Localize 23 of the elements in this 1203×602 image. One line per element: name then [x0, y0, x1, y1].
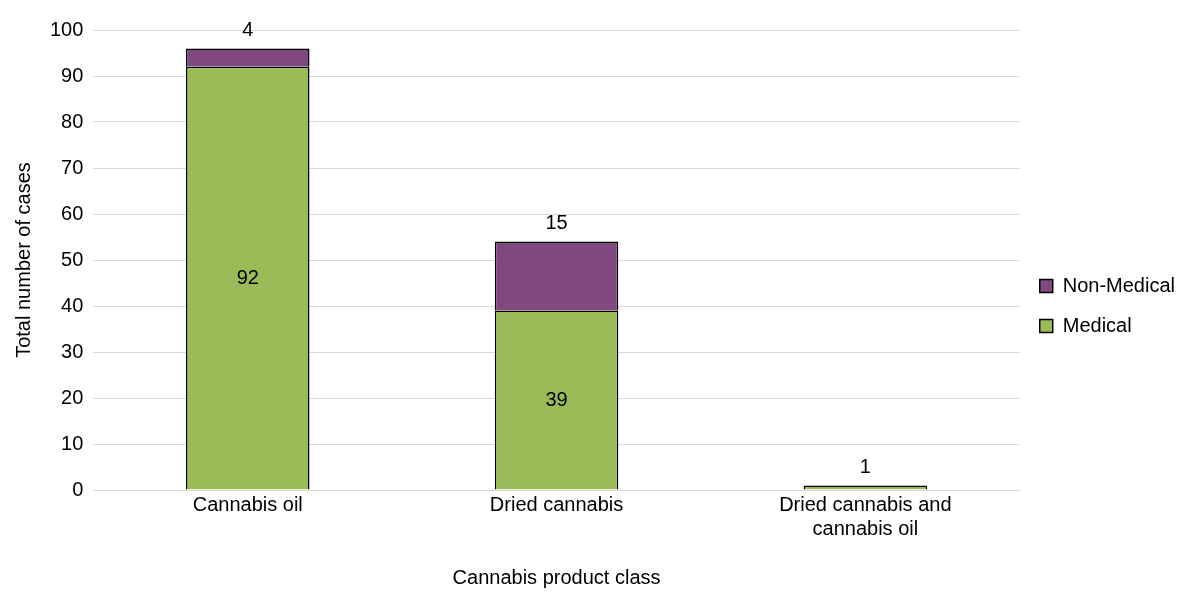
y-tick-label: 100 [49, 17, 84, 40]
legend-label: Medical [1062, 313, 1132, 336]
x-tick-label: Dried cannabis and cannabis oil [779, 492, 952, 539]
data-label: 92 [236, 265, 259, 288]
legend-label: Non-Medical [1062, 273, 1175, 296]
y-tick-label: 0 [72, 477, 84, 500]
y-tick-label: 80 [61, 109, 84, 132]
y-tick-label: 60 [61, 201, 84, 224]
data-label: 39 [545, 387, 568, 410]
y-axis-title: Total number of cases [11, 162, 34, 358]
x-tick-label: Cannabis oil [192, 492, 303, 515]
y-tick-label: 10 [61, 431, 84, 454]
y-tick-label: 30 [61, 339, 84, 362]
y-tick-label: 90 [61, 63, 84, 86]
x-axis-title: Cannabis product class [452, 565, 661, 588]
y-tick-label: 50 [61, 247, 84, 270]
x-tick-label: Dried cannabis [489, 492, 624, 515]
y-tick-label: 40 [61, 293, 84, 316]
y-tick-label: 70 [61, 155, 84, 178]
data-label: 1 [859, 454, 871, 477]
y-tick-label: 20 [61, 385, 84, 408]
data-label: 4 [242, 17, 254, 40]
data-label: 15 [545, 211, 568, 234]
